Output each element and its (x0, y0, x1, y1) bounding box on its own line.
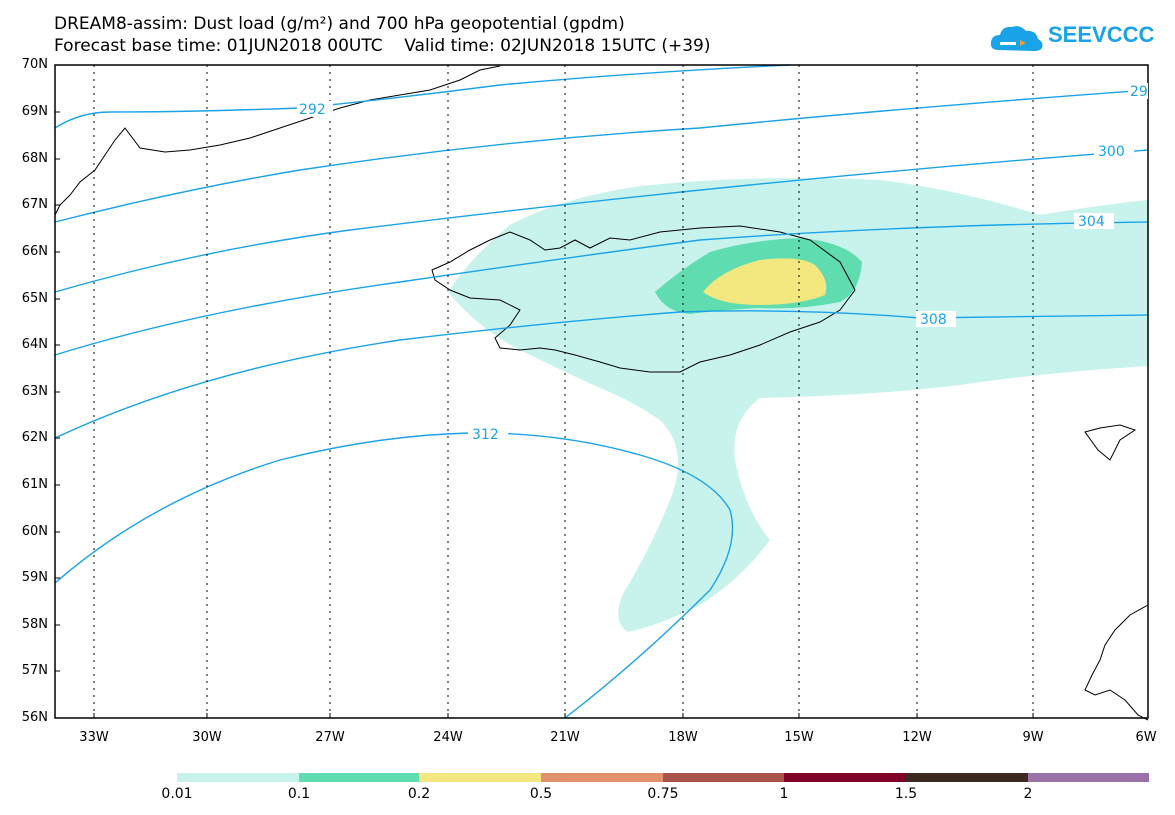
lat-label: 69N (21, 104, 48, 119)
lat-label: 60N (21, 524, 48, 539)
lon-label: 15W (784, 730, 814, 745)
dust-area-light (448, 178, 1148, 632)
lat-label: 63N (21, 384, 48, 399)
coastlines (54, 65, 1149, 721)
colorbar-segment (541, 773, 663, 782)
chart-title-line2: Forecast base time: 01JUN2018 00UTC Vali… (54, 36, 711, 56)
lon-label: 30W (192, 730, 222, 745)
logo-text: SEEVCCC (1048, 22, 1155, 47)
colorbar-segment (663, 773, 784, 782)
lat-label: 56N (21, 710, 48, 725)
colorbar-segment (784, 773, 906, 782)
colorbar-segment (177, 773, 299, 782)
lon-label: 24W (433, 730, 463, 745)
colorbar-label: 0.1 (287, 786, 311, 802)
lat-label: 62N (21, 430, 48, 445)
lat-label: 58N (21, 617, 48, 632)
colorbar-label: 0.75 (647, 786, 679, 802)
lat-label: 57N (21, 663, 48, 678)
lat-label: 61N (21, 477, 48, 492)
contour-label-300: 300 (1098, 144, 1125, 160)
lon-label: 18W (668, 730, 698, 745)
lat-label: 70N (21, 57, 48, 72)
contour-label-308: 308 (920, 312, 947, 328)
iceland-coastline (431, 225, 856, 373)
colorbar-segment (419, 773, 541, 782)
chart-title-line1: DREAM8-assim: Dust load (g/m²) and 700 h… (54, 14, 625, 34)
colorbar-segment (299, 773, 419, 782)
dust-shading (448, 178, 1148, 632)
lat-label: 67N (21, 197, 48, 212)
lat-label: 65N (21, 291, 48, 306)
contour-308 (54, 310, 1149, 439)
contour-300 (54, 149, 1149, 293)
contour-label-304: 304 (1078, 214, 1105, 230)
lat-label: 59N (21, 570, 48, 585)
colorbar-label: 0.2 (407, 786, 431, 802)
cloud-logo-icon (990, 26, 1043, 51)
lon-label: 6W (1135, 730, 1157, 745)
contour-312 (54, 432, 734, 719)
greenland-coastline (54, 65, 501, 216)
colorbar-label: 1.5 (894, 786, 918, 802)
contour-296 (54, 89, 1149, 223)
lon-label: 27W (315, 730, 345, 745)
colorbar-label: 2 (1023, 786, 1033, 802)
lon-label: 12W (902, 730, 932, 745)
contour-label-292: 292 (299, 102, 326, 118)
contour-label-312: 312 (472, 427, 499, 443)
geopotential-contours (54, 64, 1149, 719)
colorbar-label: 1 (779, 786, 789, 802)
lat-label: 64N (21, 337, 48, 352)
colorbar-segment (906, 773, 1028, 782)
faroe-coastline (1084, 424, 1137, 461)
contour-label-29: 29 (1130, 84, 1148, 100)
contour-292 (54, 64, 791, 129)
colorbar-label: 0.5 (529, 786, 553, 802)
lat-label: 68N (21, 151, 48, 166)
contour-304 (54, 221, 1149, 356)
lat-label: 66N (21, 244, 48, 259)
axis-ticks (55, 64, 1034, 718)
dust-area-high (703, 258, 827, 305)
lon-label: 9W (1022, 730, 1044, 745)
lon-label: 33W (79, 730, 109, 745)
colorbar-label: 0.01 (161, 786, 193, 802)
scotland-coastline (1084, 604, 1149, 721)
colorbar-segment (1028, 773, 1149, 782)
lon-label: 21W (550, 730, 580, 745)
